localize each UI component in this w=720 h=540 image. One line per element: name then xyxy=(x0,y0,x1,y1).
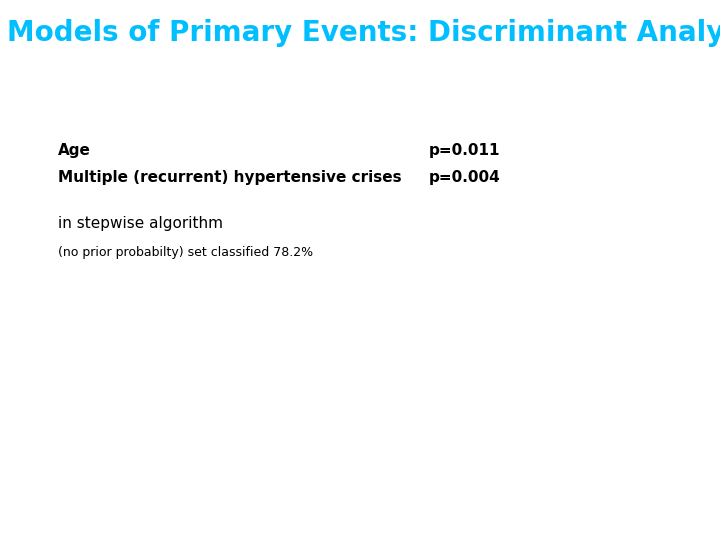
Text: Age: Age xyxy=(58,143,91,158)
Text: p=0.011: p=0.011 xyxy=(428,143,500,158)
Text: Models of Primary Events: Discriminant Analysis: Models of Primary Events: Discriminant A… xyxy=(7,19,720,47)
Text: in stepwise algorithm: in stepwise algorithm xyxy=(58,216,222,231)
Text: Multiple (recurrent) hypertensive crises: Multiple (recurrent) hypertensive crises xyxy=(58,170,401,185)
Text: p=0.004: p=0.004 xyxy=(428,170,500,185)
Text: (no prior probabilty) set classified 78.2%: (no prior probabilty) set classified 78.… xyxy=(58,246,312,259)
